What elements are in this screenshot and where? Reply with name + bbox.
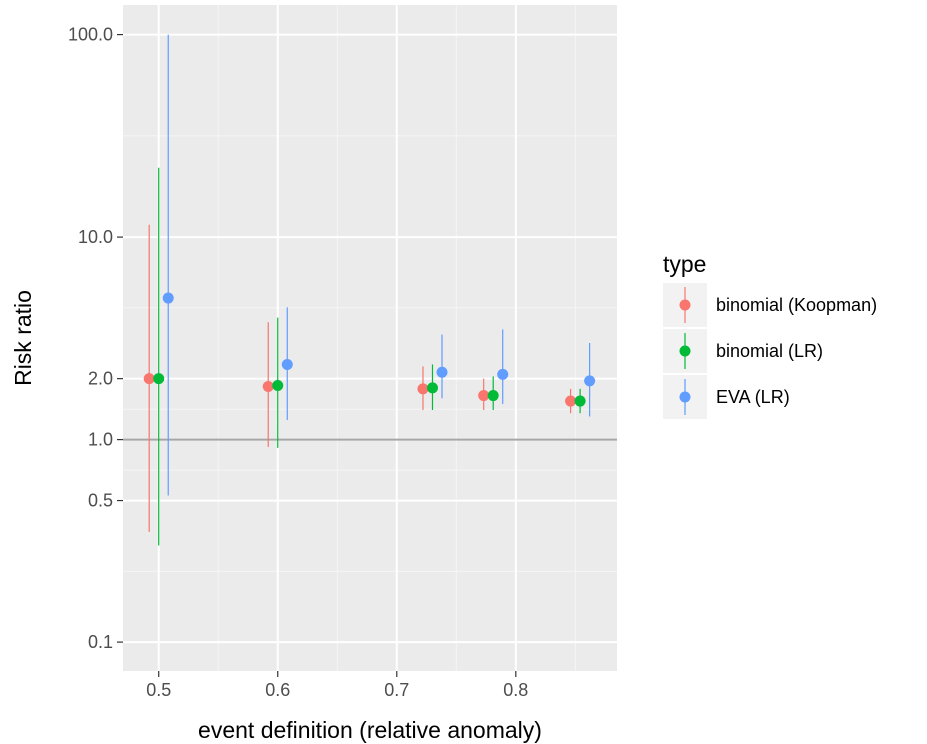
legend-key-marker	[679, 345, 691, 357]
legend-key-marker	[679, 299, 691, 311]
legend-key-marker	[679, 391, 691, 403]
x-axis-ticks: 0.5 0.6 0.7 0.8	[146, 671, 528, 700]
data-points	[143, 292, 596, 407]
data-point	[153, 373, 165, 385]
data-point	[426, 382, 438, 394]
x-axis-title: event definition (relative anomaly)	[198, 717, 542, 743]
data-point	[574, 395, 586, 407]
data-point	[143, 373, 155, 385]
plot-panel	[123, 5, 617, 671]
x-tick-label: 0.5	[146, 680, 171, 700]
legend: type binomial (Koopman) binomial (LR) EVA …	[663, 251, 877, 419]
y-tick-label: 2.0	[88, 369, 113, 389]
legend-title: type	[663, 251, 706, 277]
data-point	[478, 390, 490, 402]
data-point	[497, 368, 509, 380]
minor-gridlines	[123, 5, 617, 671]
data-point	[565, 395, 577, 407]
y-axis-ticks: 0.1 0.5 1.0 2.0 10.0 100.0	[68, 25, 123, 652]
data-point	[162, 292, 174, 304]
legend-label: binomial (Koopman)	[716, 295, 877, 315]
legend-label: EVA (LR)	[716, 387, 790, 407]
x-tick-label: 0.8	[503, 680, 528, 700]
y-tick-label: 0.5	[88, 491, 113, 511]
data-point	[417, 383, 429, 395]
y-axis-title: Risk ratio	[10, 290, 36, 386]
data-point	[281, 358, 293, 370]
y-tick-label: 1.0	[88, 430, 113, 450]
y-tick-label: 0.1	[88, 632, 113, 652]
legend-label: binomial (LR)	[716, 341, 823, 361]
data-point	[262, 380, 274, 392]
y-tick-label: 10.0	[78, 227, 113, 247]
data-point	[584, 375, 596, 387]
data-point	[436, 366, 448, 378]
data-point	[487, 390, 499, 402]
x-tick-label: 0.7	[384, 680, 409, 700]
data-point	[272, 379, 284, 391]
x-tick-label: 0.6	[265, 680, 290, 700]
y-tick-label: 100.0	[68, 25, 113, 45]
